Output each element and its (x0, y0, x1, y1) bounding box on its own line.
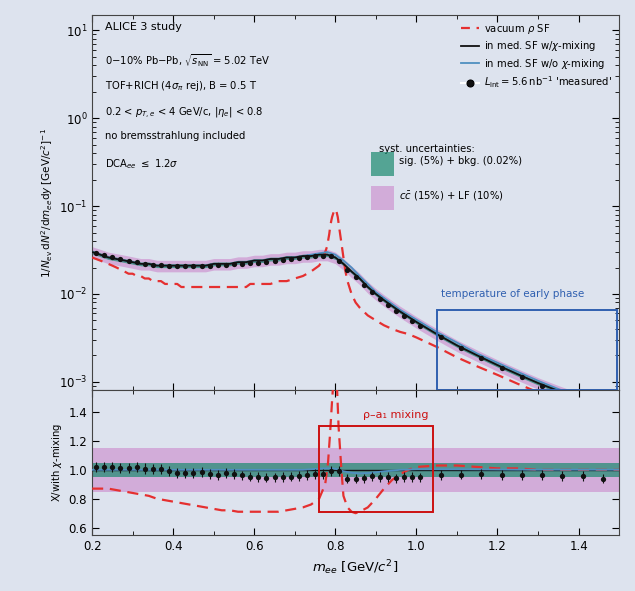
Legend: vacuum $\rho$ SF, in med. SF w/$\chi$-mixing, in med. SF w/o $\chi$-mixing, $L_{: vacuum $\rho$ SF, in med. SF w/$\chi$-mi… (459, 20, 614, 92)
Text: ρ–a₁ mixing: ρ–a₁ mixing (363, 410, 429, 420)
Text: 0.2 < $p_{T,e}$ < 4 GeV/c, $|\eta_e|$ < 0.8: 0.2 < $p_{T,e}$ < 4 GeV/c, $|\eta_e|$ < … (105, 105, 264, 119)
Bar (371, 152, 394, 176)
Text: temperature of early phase: temperature of early phase (441, 289, 584, 299)
Text: TOF+RICH (4$\sigma_\pi$ rej), B = 0.5 T: TOF+RICH (4$\sigma_\pi$ rej), B = 0.5 T (105, 79, 257, 93)
Text: ALICE 3 study: ALICE 3 study (105, 22, 182, 33)
Text: syst. uncertainties:: syst. uncertainties: (379, 144, 475, 154)
Text: sig. (5%) + bkg. (0.02%): sig. (5%) + bkg. (0.02%) (399, 156, 523, 166)
X-axis label: $m_{ee}$ [GeV/$c^2$]: $m_{ee}$ [GeV/$c^2$] (312, 558, 399, 577)
Bar (371, 186, 394, 210)
Y-axis label: X/with $\chi$-mixing: X/with $\chi$-mixing (50, 423, 64, 502)
Text: no bremsstrahlung included: no bremsstrahlung included (105, 131, 246, 141)
Bar (319, 426, 432, 512)
Text: DCA$_{ee}$ $\leq$ 1.2$\sigma$: DCA$_{ee}$ $\leq$ 1.2$\sigma$ (105, 158, 178, 171)
Y-axis label: $1/N_{\rm ev}\,{\rm d}N^2/{\rm d}m_{ee}{\rm d}y\;[{\rm GeV}/c^2]^{-1}$: $1/N_{\rm ev}\,{\rm d}N^2/{\rm d}m_{ee}{… (39, 128, 55, 278)
Bar (437, 310, 617, 391)
Text: $c\bar{c}$ (15%) + LF (10%): $c\bar{c}$ (15%) + LF (10%) (399, 190, 504, 203)
Text: 0$-$10% Pb$-$Pb, $\sqrt{s_{\rm NN}}$ = 5.02 TeV: 0$-$10% Pb$-$Pb, $\sqrt{s_{\rm NN}}$ = 5… (105, 53, 271, 69)
